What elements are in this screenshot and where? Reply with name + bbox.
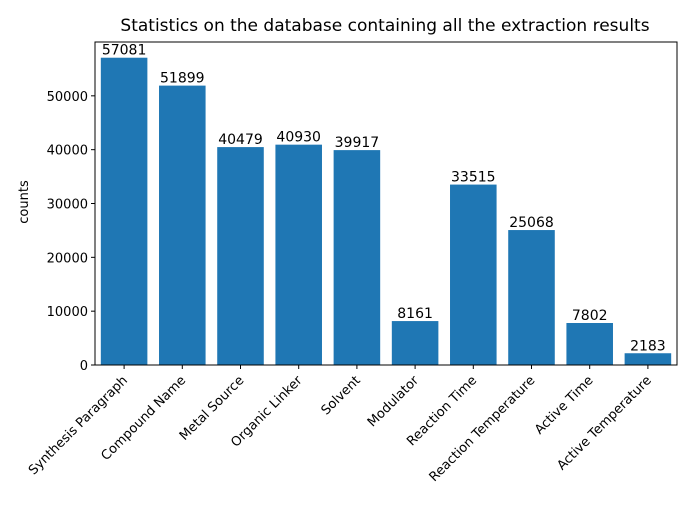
bar-2 bbox=[159, 85, 206, 366]
bar-1 bbox=[100, 57, 148, 366]
bar-value-label: 57081 bbox=[102, 43, 147, 59]
bar-value-label: 39917 bbox=[335, 135, 380, 151]
y-tick-label: 30000 bbox=[47, 198, 88, 213]
plot-frame bbox=[94, 41, 678, 366]
bar-4 bbox=[275, 144, 322, 365]
y-tick-label: 10000 bbox=[47, 305, 88, 320]
bar-10 bbox=[624, 353, 672, 365]
chart-title: Statistics on the database containing al… bbox=[120, 16, 649, 36]
y-axis-label: counts bbox=[17, 180, 32, 224]
bar-3 bbox=[217, 147, 264, 365]
bar-value-label: 33515 bbox=[451, 170, 496, 186]
value-labels-group: 57081 51899 40479 40930 39917 8161 33515 25068 7… bbox=[102, 43, 666, 355]
bar-value-label: 51899 bbox=[160, 71, 205, 87]
bar-value-label: 40930 bbox=[276, 130, 321, 146]
y-tick-label: 40000 bbox=[47, 144, 88, 159]
bar-value-label: 7802 bbox=[572, 308, 608, 324]
y-tick-label: 20000 bbox=[47, 251, 88, 266]
bar-6 bbox=[391, 321, 439, 365]
bar-value-label: 25068 bbox=[509, 215, 554, 231]
bar-value-label: 2183 bbox=[630, 338, 666, 354]
x-tick-label: Reaction Temperature bbox=[427, 373, 539, 485]
y-tick-label: 50000 bbox=[47, 90, 88, 105]
x-tick-label: Active Time bbox=[532, 373, 596, 437]
bar-9 bbox=[566, 323, 613, 365]
bar-7 bbox=[450, 184, 497, 365]
x-tick-label: Modulator bbox=[365, 373, 422, 430]
x-tick-label: Solvent bbox=[319, 373, 364, 418]
bar-value-label: 8161 bbox=[397, 306, 433, 322]
x-tick-label: Synthesis Paragraph bbox=[26, 373, 131, 478]
y-tick-label: 0 bbox=[80, 359, 88, 374]
bars-group bbox=[100, 57, 672, 366]
y-ticks-group: 0 10000 20000 30000 40000 50000 bbox=[47, 90, 95, 374]
bar-8 bbox=[508, 230, 555, 365]
bar-5 bbox=[333, 150, 381, 365]
bar-value-label: 40479 bbox=[218, 132, 263, 148]
